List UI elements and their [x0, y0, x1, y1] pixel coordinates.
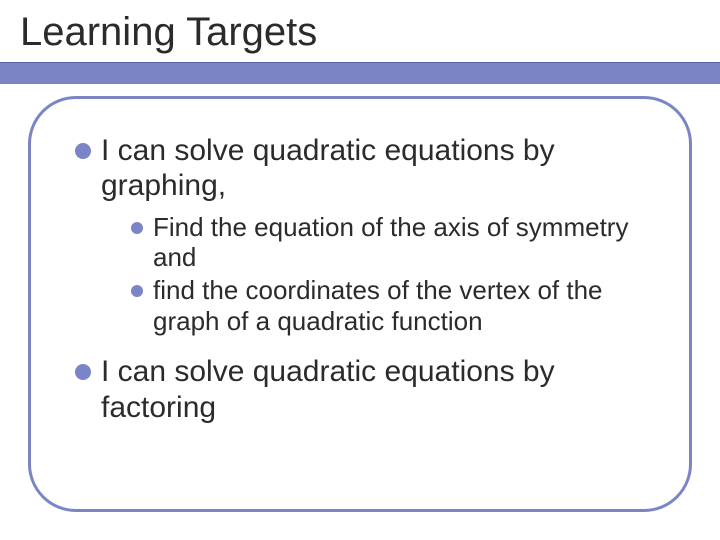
header-band	[0, 62, 720, 84]
list-item-text: Find the equation of the axis of symmetr…	[153, 212, 649, 273]
content-box: I can solve quadratic equations by graph…	[28, 96, 692, 512]
bullet-icon	[131, 285, 143, 297]
list-item-text: find the coordinates of the vertex of th…	[153, 275, 649, 336]
bullet-icon	[75, 143, 91, 159]
list-item: find the coordinates of the vertex of th…	[131, 275, 649, 336]
slide-title: Learning Targets	[20, 10, 323, 55]
sub-list: Find the equation of the axis of symmetr…	[131, 212, 649, 337]
list-item-text: I can solve quadratic equations by graph…	[101, 133, 649, 204]
slide: Learning Targets I can solve quadratic e…	[0, 0, 720, 540]
list-item-text: I can solve quadratic equations by facto…	[101, 354, 649, 425]
list-item: I can solve quadratic equations by graph…	[75, 133, 649, 204]
list-item: I can solve quadratic equations by facto…	[75, 354, 649, 425]
list-item: Find the equation of the axis of symmetr…	[131, 212, 649, 273]
bullet-icon	[131, 222, 143, 234]
bullet-icon	[75, 364, 91, 380]
